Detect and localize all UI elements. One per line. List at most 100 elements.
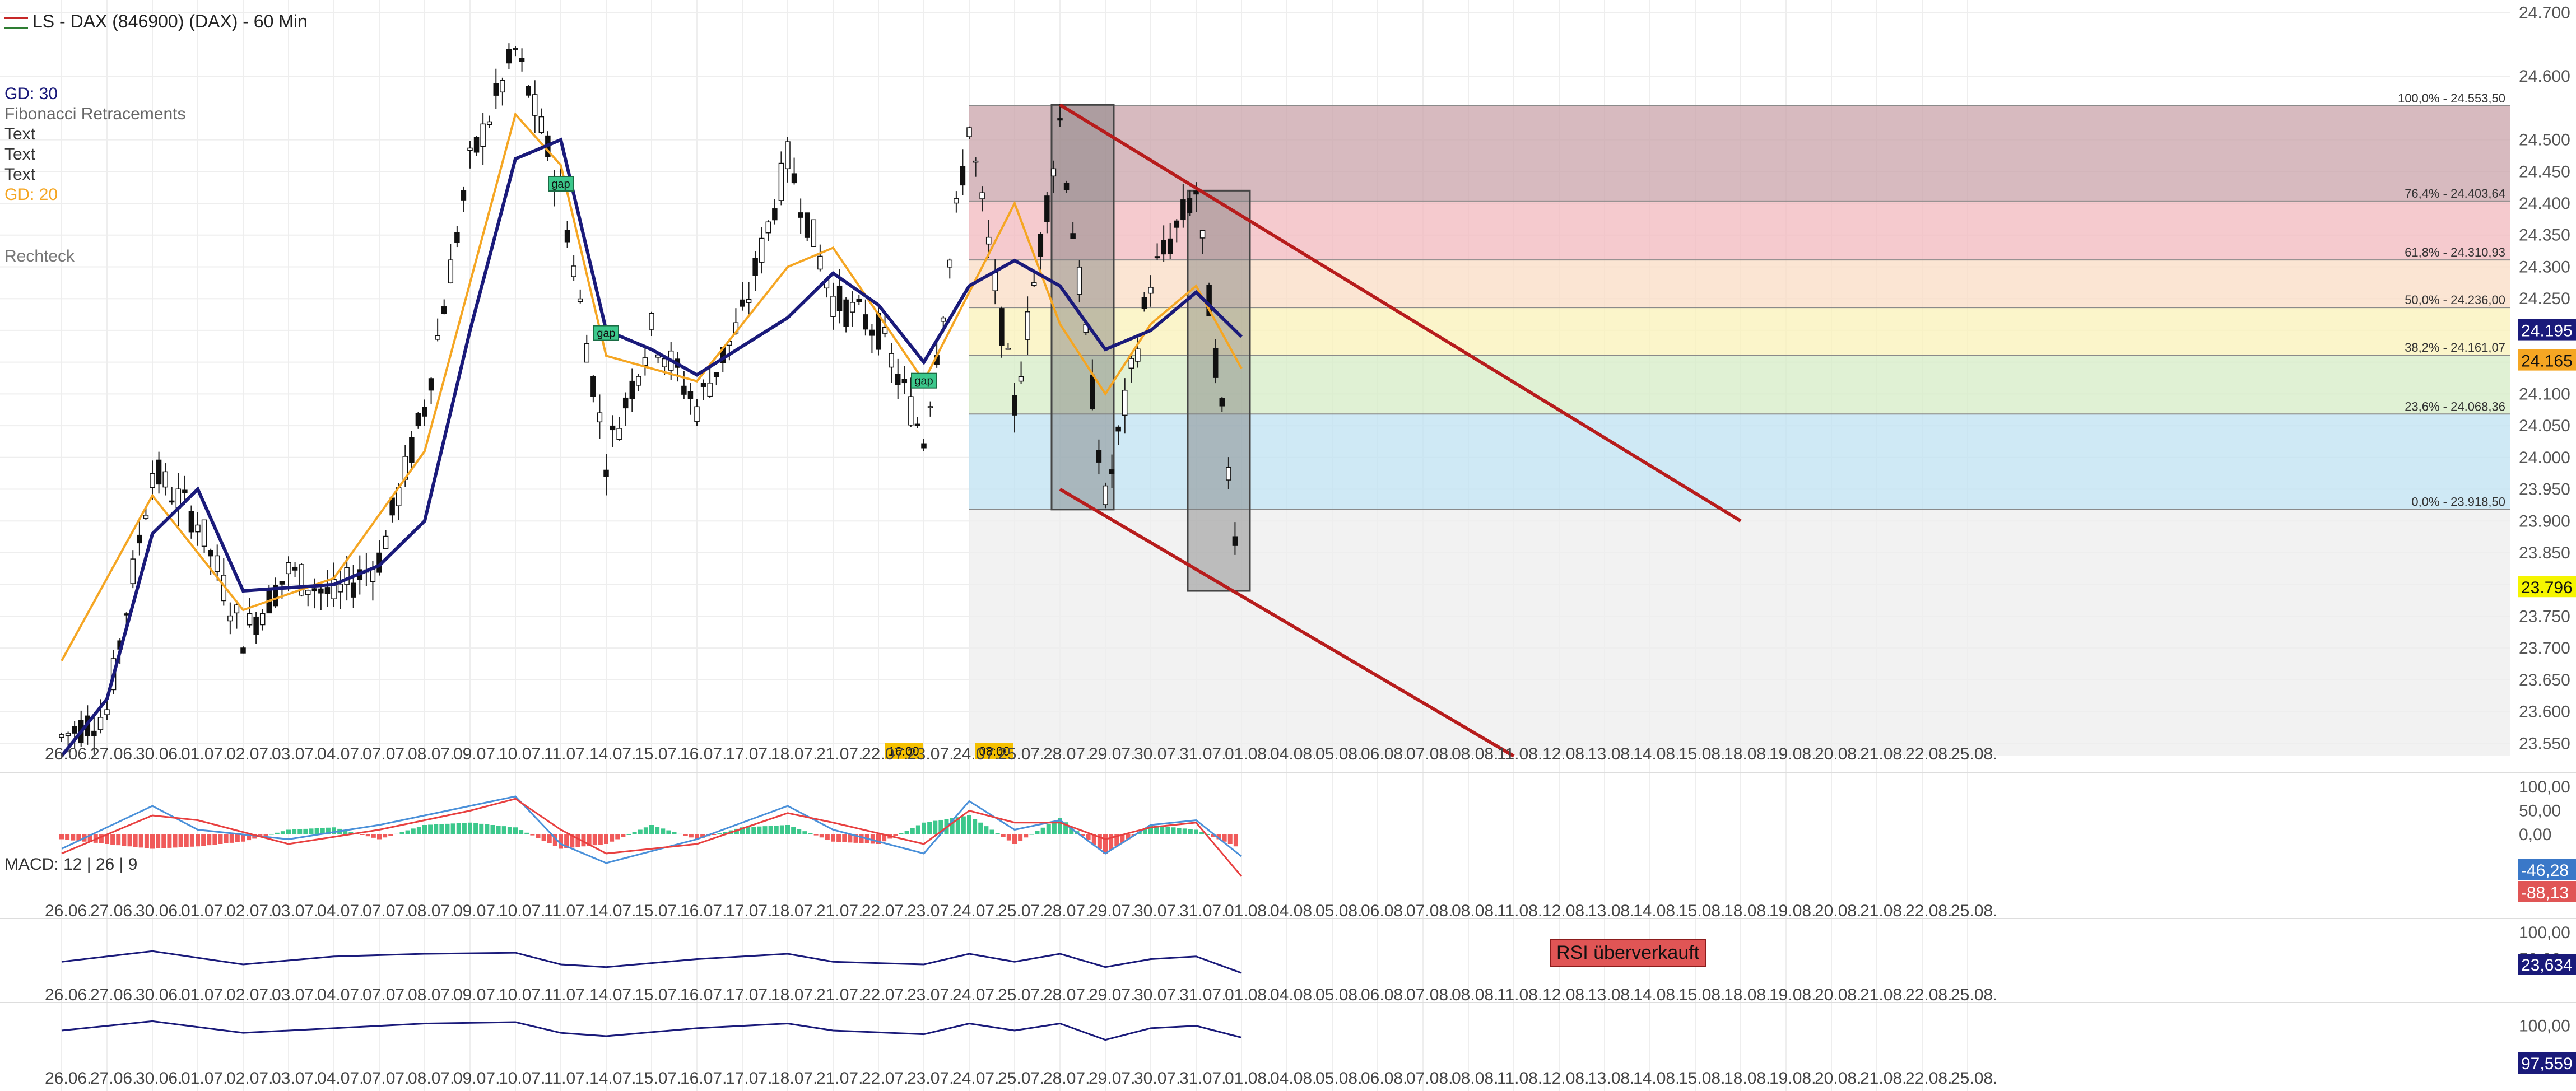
macd-histogram-bar [1154, 826, 1159, 834]
candle-body [636, 376, 641, 386]
date-tick-label: 23.07. [907, 986, 954, 1004]
candle-body [1122, 390, 1128, 416]
macd-histogram-bar [1091, 834, 1096, 845]
date-tick-label: 11.08. [1497, 902, 1542, 920]
macd-histogram-bar [280, 831, 285, 834]
candle-body [500, 80, 505, 93]
date-tick-label: 29.07. [1089, 986, 1135, 1004]
macd-histogram-bar [1177, 828, 1182, 834]
date-tick-label: 29.07. [1089, 1069, 1135, 1088]
candle-body [1232, 536, 1238, 546]
date-tick-label: 18.08. [1724, 986, 1770, 1004]
date-tick-label: 01.07. [181, 986, 227, 1004]
macd-histogram-bar [836, 834, 841, 842]
date-tick-label: 07.07. [362, 745, 409, 763]
candle-body [538, 116, 545, 133]
chart-title[interactable]: LS - DAX (846900) (DAX) - 60 Min [4, 11, 308, 32]
rectangles [1050, 104, 1251, 592]
candle-body [629, 380, 635, 399]
macd-histogram-bar [1001, 834, 1006, 837]
candle-body [927, 406, 933, 408]
date-tick-label: 17.07. [726, 902, 772, 920]
macd-histogram-bar [813, 834, 819, 836]
date-tick-label: 12.08. [1542, 745, 1589, 763]
fib-zone [969, 509, 2510, 756]
candle-body [1096, 450, 1102, 463]
candle-body [713, 372, 719, 377]
fib-level-label: 100,0% - 24.553,50 [2398, 91, 2505, 105]
session-badge [975, 743, 1013, 759]
legend-gd20[interactable]: GD: 20 [4, 185, 58, 204]
date-tick-label: 11.07. [544, 902, 589, 920]
candle-body [227, 615, 233, 622]
macd-histogram-bar [173, 834, 178, 848]
legend-text-1[interactable]: Text [4, 125, 36, 143]
macd-histogram-bar [672, 832, 677, 834]
legend-text-2[interactable]: Text [4, 145, 36, 164]
candle-body [370, 569, 376, 582]
date-tick-label: 14.07. [589, 986, 636, 1004]
macd-histogram-bar [320, 828, 325, 834]
macd-histogram-bar [853, 834, 858, 843]
rsi-value-label: 23,634 [2521, 956, 2573, 975]
macd-histogram-bar [286, 829, 291, 834]
date-tick-label: 08.08. [1452, 986, 1498, 1004]
macd-histogram-bar [116, 834, 121, 846]
legend-gd30[interactable]: GD: 30 [4, 85, 58, 103]
candlestick-icon [4, 16, 28, 29]
date-tick-label: 14.08. [1633, 986, 1680, 1004]
date-tick-label: 20.08. [1815, 745, 1861, 763]
macd-histogram-bar [479, 823, 484, 834]
macd-histogram-bar [666, 830, 671, 834]
macd-histogram-bar [201, 834, 206, 846]
macd-histogram-bar [360, 834, 365, 835]
date-tick-label: 01.07. [181, 745, 227, 763]
candle-body [299, 564, 304, 596]
date-tick-label: 10.07. [499, 986, 545, 1004]
candle-body [311, 588, 318, 592]
date-tick-label: 22.08. [1905, 986, 1952, 1004]
candle-body [791, 173, 797, 184]
price-badge [2518, 349, 2576, 371]
macd-histogram-bar [899, 833, 904, 834]
candle-body [428, 378, 434, 391]
candle-body [1063, 183, 1070, 190]
macd-histogram-bar [1035, 831, 1040, 834]
date-tick-label: 09.07. [453, 1069, 500, 1088]
candle-body [1167, 238, 1173, 254]
macd-histogram-bar [105, 834, 109, 844]
candle-body [765, 221, 771, 234]
macd-histogram-bar [207, 834, 212, 846]
candle-body [700, 383, 706, 387]
macd-histogram-bar [485, 824, 490, 834]
date-tick-label: 19.08. [1769, 745, 1816, 763]
macd-histogram-bar [332, 827, 336, 834]
date-tick-label: 09.07. [453, 902, 500, 920]
date-tick-label: 11.07. [544, 1069, 589, 1088]
legend-text-3[interactable]: Text [4, 165, 36, 184]
macd-histogram-bar [1211, 834, 1216, 837]
candle-body [830, 296, 836, 317]
macd-histogram-bar [559, 834, 563, 849]
date-tick-label: 15.08. [1678, 745, 1725, 763]
macd-histogram-bar [65, 834, 70, 840]
date-tick-label: 30.07. [1134, 902, 1180, 920]
macd-histogram-bar [751, 827, 756, 834]
price-axis: 24.700 24.600 24.500 24.450 24.400 24.350 24.3… [2518, 4, 2576, 753]
legend-fibonacci[interactable]: Fibonacci Retracements [4, 105, 186, 123]
price-tick-label: 24.100 [2519, 385, 2570, 403]
candle-body [137, 534, 142, 544]
gap-label: gap [597, 328, 615, 340]
macd-histogram-bar [76, 834, 81, 841]
date-tick-label: 15.07. [635, 745, 681, 763]
macd-histogram-bar [661, 828, 666, 834]
candle-body [143, 515, 149, 519]
candle-body [752, 258, 758, 276]
date-tick-label: 31.07. [1179, 986, 1226, 1004]
macd-title[interactable]: MACD: 12 | 26 | 9 [4, 855, 138, 874]
candle-body [863, 314, 868, 330]
legend-rectangle[interactable]: Rechteck [4, 247, 75, 265]
fib-zone [969, 260, 2510, 308]
candle-body [473, 137, 480, 153]
